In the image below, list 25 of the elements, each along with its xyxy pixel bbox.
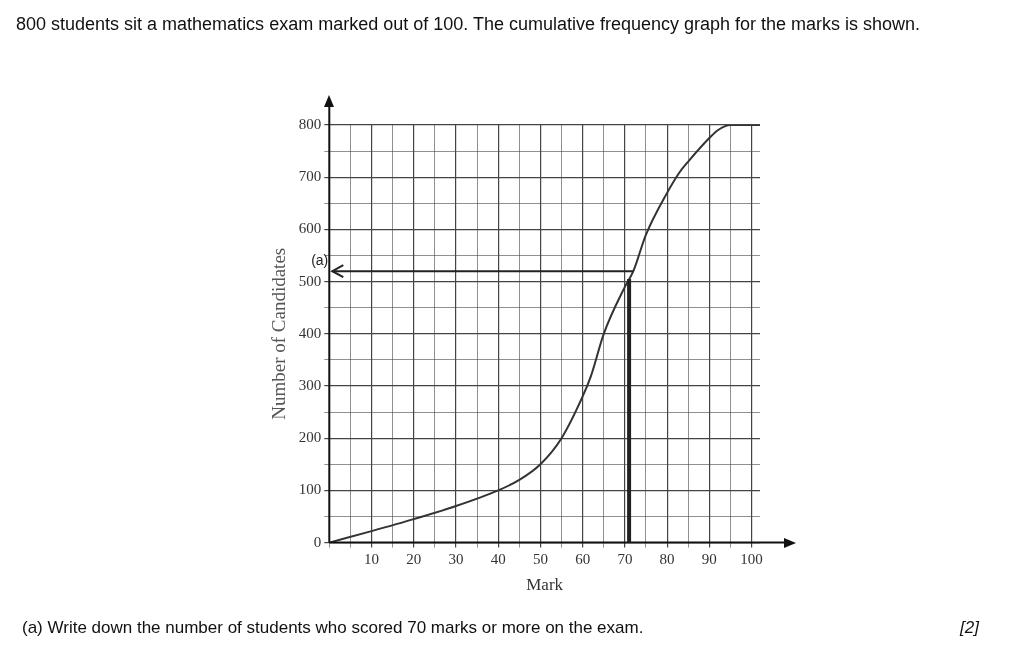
y-tick-label: 100 — [298, 481, 322, 498]
x-tick-label: 40 — [490, 550, 506, 567]
x-tick-label: 50 — [532, 550, 548, 567]
x-tick-label: 80 — [659, 550, 675, 567]
x-axis-title: Mark — [526, 575, 564, 595]
y-axis-title: Number of Candidates — [268, 247, 290, 420]
y-tick-label: 500 — [298, 272, 322, 289]
x-tick-label: 20 — [406, 550, 422, 567]
x-tick-label: 30 — [448, 550, 464, 567]
y-tick-label: 400 — [298, 324, 322, 341]
y-tick-label: 600 — [298, 220, 322, 237]
y-tick-label: 0 — [313, 533, 322, 550]
x-tick-label: 60 — [575, 550, 591, 567]
y-tick-label: 800 — [298, 115, 322, 132]
y-tick-label: 300 — [298, 376, 322, 393]
chart-title: 800 students sit a mathematics exam marked out of 100. The cumulative frequency graph for the marks is shown. — [16, 13, 922, 36]
x-tick-label: 10 — [364, 550, 380, 567]
x-tick-label: 70 — [617, 550, 633, 567]
x-tick-label: 90 — [701, 550, 717, 567]
ref-line-label: (a) — [311, 252, 329, 269]
y-tick-label: 200 — [298, 429, 322, 446]
text: (a) Write down the number of students who scored 70 marks or more on the exam. — [22, 618, 644, 638]
y-tick-label: 700 — [298, 168, 322, 185]
x-tick-label: 100 — [740, 550, 763, 567]
text: [2] — [960, 618, 979, 638]
